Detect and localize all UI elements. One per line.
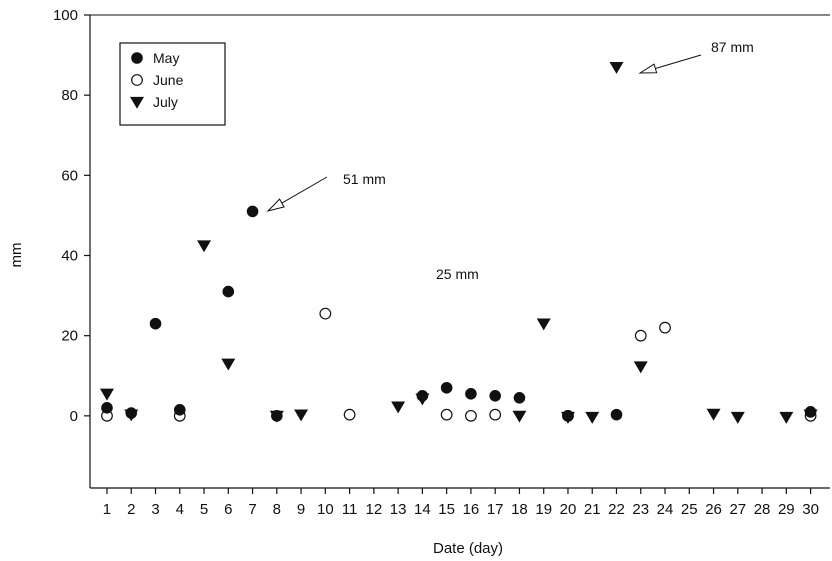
data-point-may — [101, 402, 113, 414]
data-point-june — [465, 409, 477, 422]
y-tick-label: 40 — [61, 248, 78, 265]
annotation-arrow — [266, 176, 328, 212]
annotation-label: 25 mm — [436, 266, 479, 282]
data-point-may — [513, 392, 526, 404]
data-point-june — [489, 408, 502, 421]
legend-marker-july — [130, 96, 144, 109]
y-tick-label: 100 — [53, 7, 78, 24]
data-point-may — [562, 410, 574, 422]
x-tick-label: 2 — [127, 501, 135, 518]
data-point-may — [465, 388, 477, 400]
data-point-june — [634, 329, 647, 342]
y-axis-title: mm — [8, 243, 25, 268]
axes — [89, 14, 830, 489]
data-point-july — [512, 410, 527, 423]
x-axis-title: Date (day) — [433, 540, 503, 557]
data-point-may — [610, 408, 623, 421]
x-tick-label: 22 — [608, 501, 625, 518]
data-point-july — [197, 240, 212, 253]
x-tick-label: 4 — [176, 501, 184, 518]
legend-label-may: May — [153, 50, 179, 66]
x-tick-label: 10 — [317, 501, 334, 518]
x-tick-label: 12 — [366, 501, 383, 518]
x-tick-label: 13 — [390, 501, 407, 518]
annotation-arrow — [638, 54, 702, 74]
annotation-label: 51 mm — [343, 171, 386, 187]
arrow-head — [266, 198, 285, 212]
x-tick-label: 15 — [438, 501, 455, 518]
x-tick-label: 24 — [657, 501, 674, 518]
x-tick-label: 30 — [802, 501, 819, 518]
data-point-july — [609, 61, 624, 74]
arrow-shaft — [281, 176, 328, 204]
data-point-july — [536, 318, 551, 331]
x-tick-label: 20 — [560, 501, 577, 518]
data-point-july — [294, 409, 309, 422]
data-point-july — [706, 408, 721, 421]
x-tick-label: 17 — [487, 501, 504, 518]
x-tick-label: 7 — [248, 501, 256, 518]
data-point-july — [99, 388, 114, 401]
x-tick-label: 28 — [754, 501, 771, 518]
x-tick-label: 1 — [103, 501, 111, 518]
data-point-july — [633, 361, 648, 374]
arrow-head — [638, 63, 658, 74]
y-tick-label: 20 — [61, 328, 78, 345]
data-point-july — [585, 411, 600, 424]
x-tick-label: 6 — [224, 501, 232, 518]
x-tick-label: 18 — [511, 501, 528, 518]
x-tick-label: 5 — [200, 501, 208, 518]
x-tick-label: 19 — [535, 501, 552, 518]
data-point-july — [730, 411, 745, 424]
annotation-label: 87 mm — [711, 39, 754, 55]
data-point-may — [149, 317, 162, 330]
data-point-july — [221, 358, 236, 371]
data-point-july — [779, 411, 794, 424]
x-tick-label: 3 — [151, 501, 159, 518]
data-point-may — [489, 390, 501, 402]
legend: May June July — [119, 42, 226, 126]
x-tick-label: 27 — [729, 501, 746, 518]
data-point-june — [319, 307, 332, 320]
legend-label-july: July — [153, 94, 178, 110]
x-tick-label: 25 — [681, 501, 698, 518]
x-tick-label: 29 — [778, 501, 795, 518]
data-point-may — [440, 381, 453, 394]
annotations: 51 mm 87 mm 25 mm — [266, 39, 754, 282]
tick-marks — [84, 14, 812, 494]
y-tick-label: 80 — [61, 87, 78, 104]
y-tick-label: 0 — [70, 408, 78, 425]
x-tick-label: 23 — [632, 501, 649, 518]
data-point-june — [659, 321, 671, 334]
data-point-may — [271, 410, 283, 422]
x-tick-label: 11 — [342, 501, 358, 518]
x-tick-label: 8 — [273, 501, 281, 518]
data-point-may — [804, 406, 817, 418]
x-tick-label: 16 — [463, 501, 480, 518]
data-point-may — [416, 390, 429, 402]
data-point-may — [125, 407, 138, 419]
legend-label-june: June — [153, 72, 184, 88]
legend-marker-may — [131, 52, 143, 64]
x-tick-label: 9 — [297, 501, 305, 518]
data-point-may — [173, 404, 186, 416]
x-tick-label: 14 — [414, 501, 431, 518]
data-point-may — [222, 285, 235, 298]
legend-marker-june — [131, 74, 143, 86]
data-point-june — [343, 408, 356, 421]
arrow-shaft — [655, 54, 702, 69]
data-point-may — [246, 205, 259, 218]
data-points — [99, 61, 818, 424]
x-tick-label: 26 — [705, 501, 722, 518]
data-point-june — [440, 408, 453, 421]
data-point-july — [391, 401, 406, 414]
x-tick-label: 21 — [584, 501, 601, 518]
y-tick-label: 60 — [61, 167, 78, 184]
